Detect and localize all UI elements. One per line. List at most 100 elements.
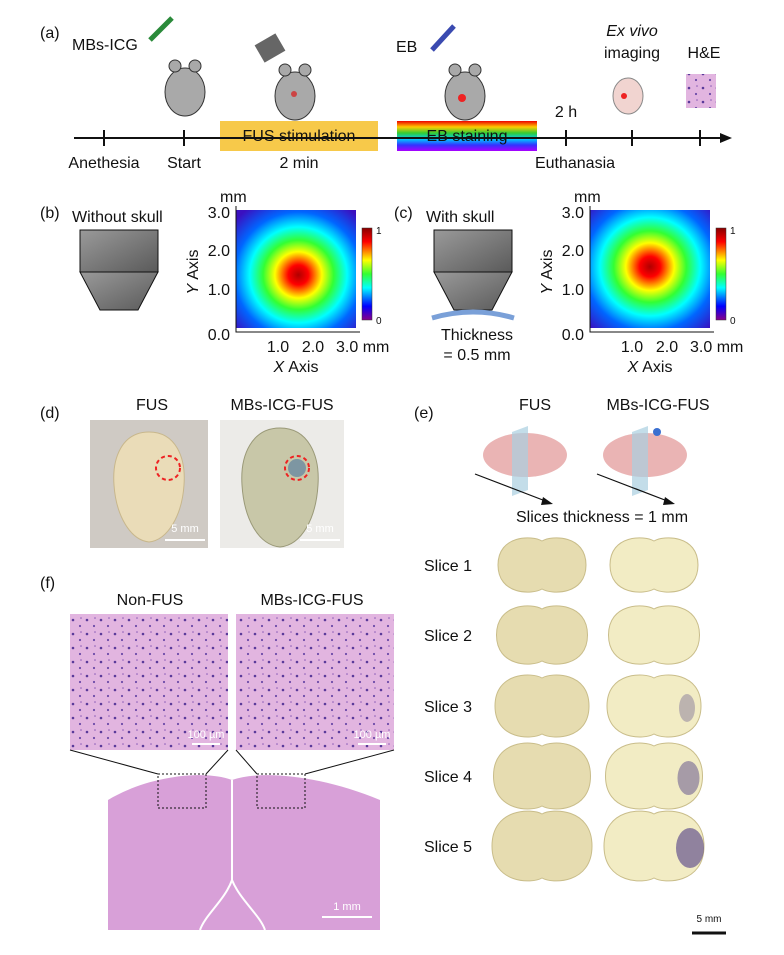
panel-label: (e) (414, 405, 434, 422)
scale-label: 1 mm (333, 901, 361, 913)
syringe-icon (148, 16, 174, 42)
panel-label: (f) (40, 575, 55, 592)
panel-title: With skull (426, 209, 494, 226)
column-label: MBs-ICG-FUS (260, 592, 363, 609)
x-tick-label: 2.0 (656, 339, 678, 356)
midline (199, 780, 266, 931)
transducer (79, 271, 159, 311)
step-label: H&E (688, 45, 721, 62)
heatmap (590, 210, 710, 328)
arrow-head (663, 497, 675, 505)
coronal-slice (609, 537, 699, 593)
coronal-slice (491, 810, 593, 882)
transducer-icon (254, 33, 286, 63)
axis-variable: Y (539, 282, 556, 294)
slice-label: Slice 1 (424, 558, 472, 575)
timeline-label: 2 min (279, 155, 318, 172)
dye-spot (676, 828, 704, 868)
panel-label: (d) (40, 405, 60, 422)
colorbar (715, 227, 727, 321)
y-tick-label: 2.0 (562, 243, 584, 260)
panel-label: (b) (40, 205, 60, 222)
dye-spot (677, 761, 700, 795)
x-tick-label: 1.0 (621, 339, 643, 356)
scale-label: 5 mm (171, 523, 199, 535)
transducer (79, 229, 159, 273)
target-dot (653, 428, 661, 436)
thickness-label: Thickness (441, 327, 513, 344)
brain-icon (612, 77, 644, 115)
he-image (236, 614, 394, 750)
he-section (108, 775, 380, 930)
he-icon (686, 74, 716, 108)
heatmap (236, 210, 356, 328)
dye-spot (679, 694, 695, 722)
coronal-slice (497, 537, 587, 593)
axis-text: Axis (642, 359, 672, 376)
axis-variable: Y (185, 282, 202, 294)
slice-plane (632, 426, 648, 496)
coronal-slice (494, 674, 590, 738)
mouse-icon (164, 59, 486, 121)
coronal-slice (607, 605, 701, 665)
axis-text: Axis (288, 359, 318, 376)
thickness-label: Slices thickness = 1 mm (516, 509, 688, 526)
eb-box (397, 121, 537, 151)
column-label: Non-FUS (117, 592, 184, 609)
transducer (433, 229, 513, 273)
slice-label: Slice 4 (424, 769, 472, 786)
coronal-slice (495, 605, 589, 665)
panel-d: (d) FUS MBs-ICG-FUS 5 mm 5 mm (40, 397, 344, 548)
y-tick-label: 3.0 (208, 205, 230, 222)
axis-unit: mm (220, 189, 247, 206)
brain-photo (241, 427, 319, 548)
panel-f: (f) Non-FUS MBs-ICG-FUS 100 µm 100 µm 1 … (40, 575, 395, 931)
scale-label: 100 µm (188, 729, 225, 741)
dye-spot (288, 459, 306, 477)
y-axis-label: Y Axis (539, 250, 556, 295)
syringe-icon (430, 24, 456, 52)
axis-variable: X (627, 359, 640, 376)
slice-label: Slice 2 (424, 628, 472, 645)
panel-e: (e) FUS MBs-ICG-FUS Slices thickness = 1… (414, 397, 726, 935)
axis-variable: X (273, 359, 286, 376)
zoom-box (256, 773, 306, 809)
coronal-slice (603, 810, 705, 882)
fus-box-label: FUS stimulation (243, 128, 356, 145)
thickness-label: = 0.5 mm (443, 347, 510, 364)
target-circle (284, 455, 310, 481)
axis-unit: mm (574, 189, 601, 206)
agent-label: MBs-ICG (72, 37, 138, 54)
x-tick-label: 1.0 (267, 339, 289, 356)
scale-label: 100 µm (354, 729, 391, 741)
x-tick-label: 2.0 (302, 339, 324, 356)
timeline-label: Start (167, 155, 201, 172)
colorbar-label: 1 (376, 226, 382, 237)
colorbar-label: 0 (730, 316, 736, 327)
he-image (70, 614, 228, 750)
column-label: FUS (519, 397, 551, 414)
heatmap-axes (235, 206, 360, 333)
arrow-head (541, 497, 553, 505)
step-label: imaging (604, 45, 660, 62)
skull (431, 309, 515, 321)
step-label: Ex vivo (606, 23, 658, 40)
timeline-ticks (103, 130, 701, 146)
x-tick-label: 3.0 mm (336, 339, 389, 356)
target-dot (291, 91, 297, 97)
target-dot (621, 93, 627, 99)
brain-photo (113, 431, 185, 543)
slice-label: Slice 5 (424, 839, 472, 856)
axis-text: Axis (539, 250, 556, 280)
timeline-label: Anethesia (68, 155, 139, 172)
fus-box (220, 121, 378, 151)
panel-title: Without skull (72, 209, 163, 226)
coronal-slice (604, 742, 704, 810)
x-axis-label: X Axis (627, 359, 673, 376)
axis-text: Axis (185, 250, 202, 280)
time-label: 2 h (555, 104, 577, 121)
y-tick-label: 1.0 (562, 282, 584, 299)
heatmap-axes (589, 206, 714, 333)
scale-label: 5 mm (697, 914, 722, 925)
